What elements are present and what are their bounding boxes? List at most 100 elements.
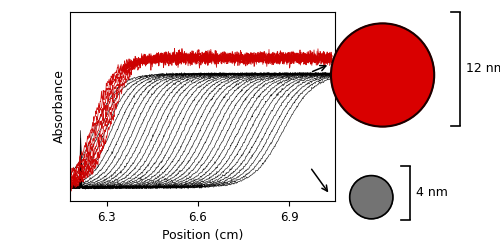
Circle shape: [368, 60, 374, 67]
Circle shape: [353, 179, 388, 213]
Circle shape: [337, 29, 424, 117]
Circle shape: [364, 190, 370, 197]
Circle shape: [334, 26, 430, 122]
Circle shape: [361, 53, 386, 78]
Circle shape: [366, 192, 368, 193]
Circle shape: [364, 190, 370, 196]
Circle shape: [332, 24, 434, 126]
Circle shape: [358, 51, 390, 83]
Circle shape: [357, 183, 382, 208]
Text: 12 nm: 12 nm: [466, 62, 500, 76]
Circle shape: [360, 186, 377, 203]
Circle shape: [332, 24, 432, 125]
Circle shape: [361, 187, 376, 201]
Circle shape: [340, 32, 420, 112]
Circle shape: [336, 28, 426, 119]
Circle shape: [350, 42, 405, 97]
Circle shape: [352, 177, 391, 216]
Circle shape: [341, 33, 418, 111]
Circle shape: [354, 46, 398, 90]
Circle shape: [356, 182, 383, 209]
Circle shape: [331, 23, 434, 127]
Circle shape: [365, 191, 368, 195]
Circle shape: [357, 183, 382, 207]
Circle shape: [362, 188, 373, 199]
Circle shape: [368, 61, 374, 66]
Circle shape: [366, 59, 378, 70]
Circle shape: [360, 52, 388, 81]
Circle shape: [352, 44, 402, 94]
Circle shape: [356, 182, 382, 208]
Circle shape: [344, 36, 414, 107]
X-axis label: Position (cm): Position (cm): [162, 229, 243, 242]
Circle shape: [355, 181, 384, 210]
Circle shape: [365, 58, 380, 72]
Circle shape: [344, 37, 412, 105]
Circle shape: [354, 181, 385, 211]
Circle shape: [358, 183, 381, 207]
Circle shape: [354, 47, 397, 89]
Circle shape: [340, 32, 420, 113]
Circle shape: [360, 185, 378, 204]
Circle shape: [362, 188, 374, 199]
Circle shape: [352, 178, 389, 215]
Circle shape: [342, 34, 416, 109]
Circle shape: [348, 40, 408, 100]
Circle shape: [360, 53, 386, 79]
Circle shape: [350, 176, 393, 218]
Text: 4 nm: 4 nm: [416, 187, 448, 199]
Circle shape: [350, 177, 392, 217]
Circle shape: [356, 49, 394, 86]
Circle shape: [352, 179, 388, 214]
Circle shape: [344, 36, 414, 106]
Circle shape: [350, 42, 404, 96]
Circle shape: [370, 62, 372, 64]
Circle shape: [354, 180, 386, 212]
Circle shape: [356, 49, 393, 85]
Circle shape: [348, 40, 407, 99]
Circle shape: [346, 38, 411, 104]
Circle shape: [355, 47, 396, 88]
Circle shape: [359, 52, 389, 81]
Circle shape: [366, 191, 368, 194]
Circle shape: [350, 43, 403, 96]
Circle shape: [339, 31, 421, 114]
Circle shape: [352, 45, 400, 92]
Circle shape: [363, 189, 372, 198]
Circle shape: [365, 191, 369, 195]
Y-axis label: Absorbance: Absorbance: [53, 69, 66, 144]
Circle shape: [366, 58, 378, 71]
Circle shape: [363, 189, 372, 198]
Circle shape: [356, 182, 384, 209]
Circle shape: [369, 61, 373, 65]
Circle shape: [334, 26, 430, 123]
Circle shape: [357, 50, 392, 84]
Circle shape: [363, 56, 382, 75]
Circle shape: [366, 59, 377, 69]
Circle shape: [351, 177, 391, 217]
Circle shape: [338, 30, 423, 115]
Circle shape: [367, 60, 376, 68]
Circle shape: [368, 60, 376, 68]
Circle shape: [336, 28, 427, 120]
Circle shape: [352, 178, 390, 216]
Circle shape: [342, 34, 417, 110]
Circle shape: [350, 176, 392, 218]
Circle shape: [358, 184, 380, 206]
Circle shape: [359, 185, 378, 204]
Circle shape: [335, 27, 428, 120]
Circle shape: [362, 55, 384, 76]
Circle shape: [358, 51, 390, 82]
Circle shape: [360, 186, 376, 203]
Circle shape: [359, 185, 378, 204]
Circle shape: [364, 56, 382, 74]
Circle shape: [354, 179, 387, 213]
Circle shape: [362, 54, 385, 77]
Circle shape: [364, 190, 370, 196]
Circle shape: [358, 50, 392, 84]
Circle shape: [358, 184, 380, 206]
Circle shape: [361, 187, 375, 201]
Circle shape: [352, 44, 401, 93]
Circle shape: [348, 41, 406, 99]
Circle shape: [356, 48, 395, 88]
